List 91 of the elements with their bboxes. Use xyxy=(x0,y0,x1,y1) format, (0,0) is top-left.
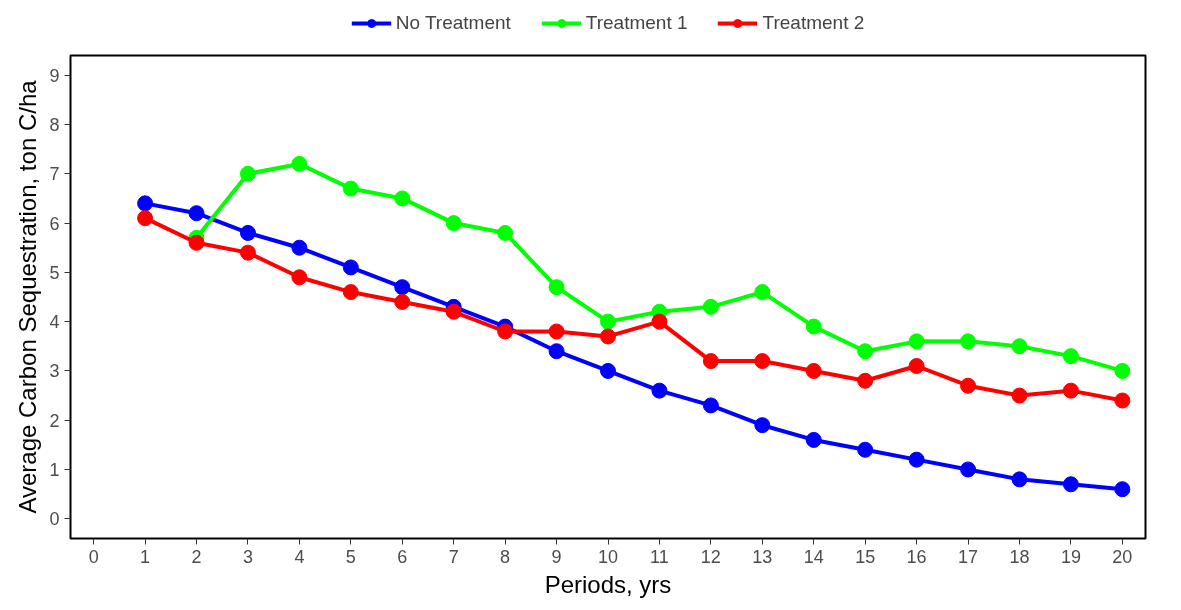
point xyxy=(960,461,977,478)
point xyxy=(908,333,925,350)
point xyxy=(291,269,308,286)
point xyxy=(1114,481,1131,498)
x-tick-label: 19 xyxy=(1060,546,1081,567)
y-tick-label: 8 xyxy=(49,115,60,135)
x-tick-label: 5 xyxy=(345,546,356,567)
point xyxy=(908,451,925,468)
point xyxy=(857,441,874,458)
point xyxy=(702,397,719,414)
point xyxy=(188,205,205,222)
point xyxy=(600,313,616,330)
x-tick-label: 16 xyxy=(906,546,927,567)
point xyxy=(239,244,256,261)
y-axis-title: Average Carbon Sequestration, ton C/ha xyxy=(14,79,42,514)
legend-label: No Treatment xyxy=(395,11,511,34)
x-tick-label: 4 xyxy=(294,546,305,567)
point xyxy=(1114,392,1131,409)
x-tick-label: 13 xyxy=(752,546,773,567)
point xyxy=(342,284,359,301)
point xyxy=(754,353,771,370)
y-tick-label: 5 xyxy=(49,262,60,283)
point xyxy=(239,224,256,241)
y-tick-label: 4 xyxy=(49,312,60,333)
point xyxy=(702,353,719,370)
x-tick-label: 14 xyxy=(803,546,824,567)
point xyxy=(445,215,462,232)
x-tick-label: 11 xyxy=(650,546,669,567)
point xyxy=(908,358,925,374)
point xyxy=(857,343,874,360)
x-tick-label: 20 xyxy=(1112,546,1133,567)
point xyxy=(651,313,668,330)
point xyxy=(1011,471,1028,488)
x-tick-label: 18 xyxy=(1009,546,1030,567)
point xyxy=(805,318,822,335)
x-tick-label: 12 xyxy=(700,546,721,567)
point xyxy=(1011,338,1028,355)
point xyxy=(394,190,411,207)
point xyxy=(342,259,359,276)
y-tick-label: 9 xyxy=(49,65,60,86)
point xyxy=(497,224,514,241)
point xyxy=(651,382,668,399)
point xyxy=(805,362,822,379)
point xyxy=(600,362,616,379)
point xyxy=(548,279,565,296)
point xyxy=(805,431,822,448)
point xyxy=(342,180,359,197)
x-tick-label: 17 xyxy=(958,546,979,567)
x-tick-label: 15 xyxy=(855,546,876,567)
x-tick-label: 0 xyxy=(88,546,99,567)
point xyxy=(394,293,411,310)
point xyxy=(137,195,154,212)
point xyxy=(291,239,308,256)
point xyxy=(548,323,565,340)
point xyxy=(1062,382,1079,399)
point xyxy=(754,284,771,301)
legend-label: Treatment 1 xyxy=(585,11,688,34)
point xyxy=(291,155,308,172)
point xyxy=(445,303,462,320)
x-tick-label: 9 xyxy=(551,546,562,567)
legend-label: Treatment 2 xyxy=(762,11,865,34)
point xyxy=(600,328,616,345)
point xyxy=(702,298,719,315)
point xyxy=(137,210,154,227)
point xyxy=(960,333,977,350)
x-tick-label: 10 xyxy=(597,546,619,567)
point xyxy=(394,279,411,296)
point xyxy=(188,234,205,251)
x-tick-label: 6 xyxy=(397,546,408,567)
point xyxy=(1114,362,1131,379)
y-tick-label: 1 xyxy=(49,460,60,480)
x-tick-label: 8 xyxy=(500,546,511,567)
y-tick-label: 2 xyxy=(49,410,60,431)
point xyxy=(497,323,514,340)
y-tick-label: 0 xyxy=(49,509,60,530)
point xyxy=(857,372,874,389)
y-tick-label: 7 xyxy=(49,164,60,185)
y-tick-label: 6 xyxy=(49,213,60,234)
point xyxy=(1062,348,1079,365)
x-tick-label: 1 xyxy=(140,546,151,567)
point xyxy=(239,165,256,182)
point xyxy=(960,377,977,394)
y-tick-label: 3 xyxy=(49,361,60,382)
x-tick-label: 3 xyxy=(242,546,253,567)
point xyxy=(1011,387,1028,404)
x-axis-title: Periods, yrs xyxy=(544,570,672,598)
point xyxy=(754,417,771,434)
point xyxy=(1062,476,1079,493)
x-tick-label: 7 xyxy=(448,546,459,567)
point xyxy=(548,343,565,360)
x-tick-label: 2 xyxy=(191,546,202,567)
